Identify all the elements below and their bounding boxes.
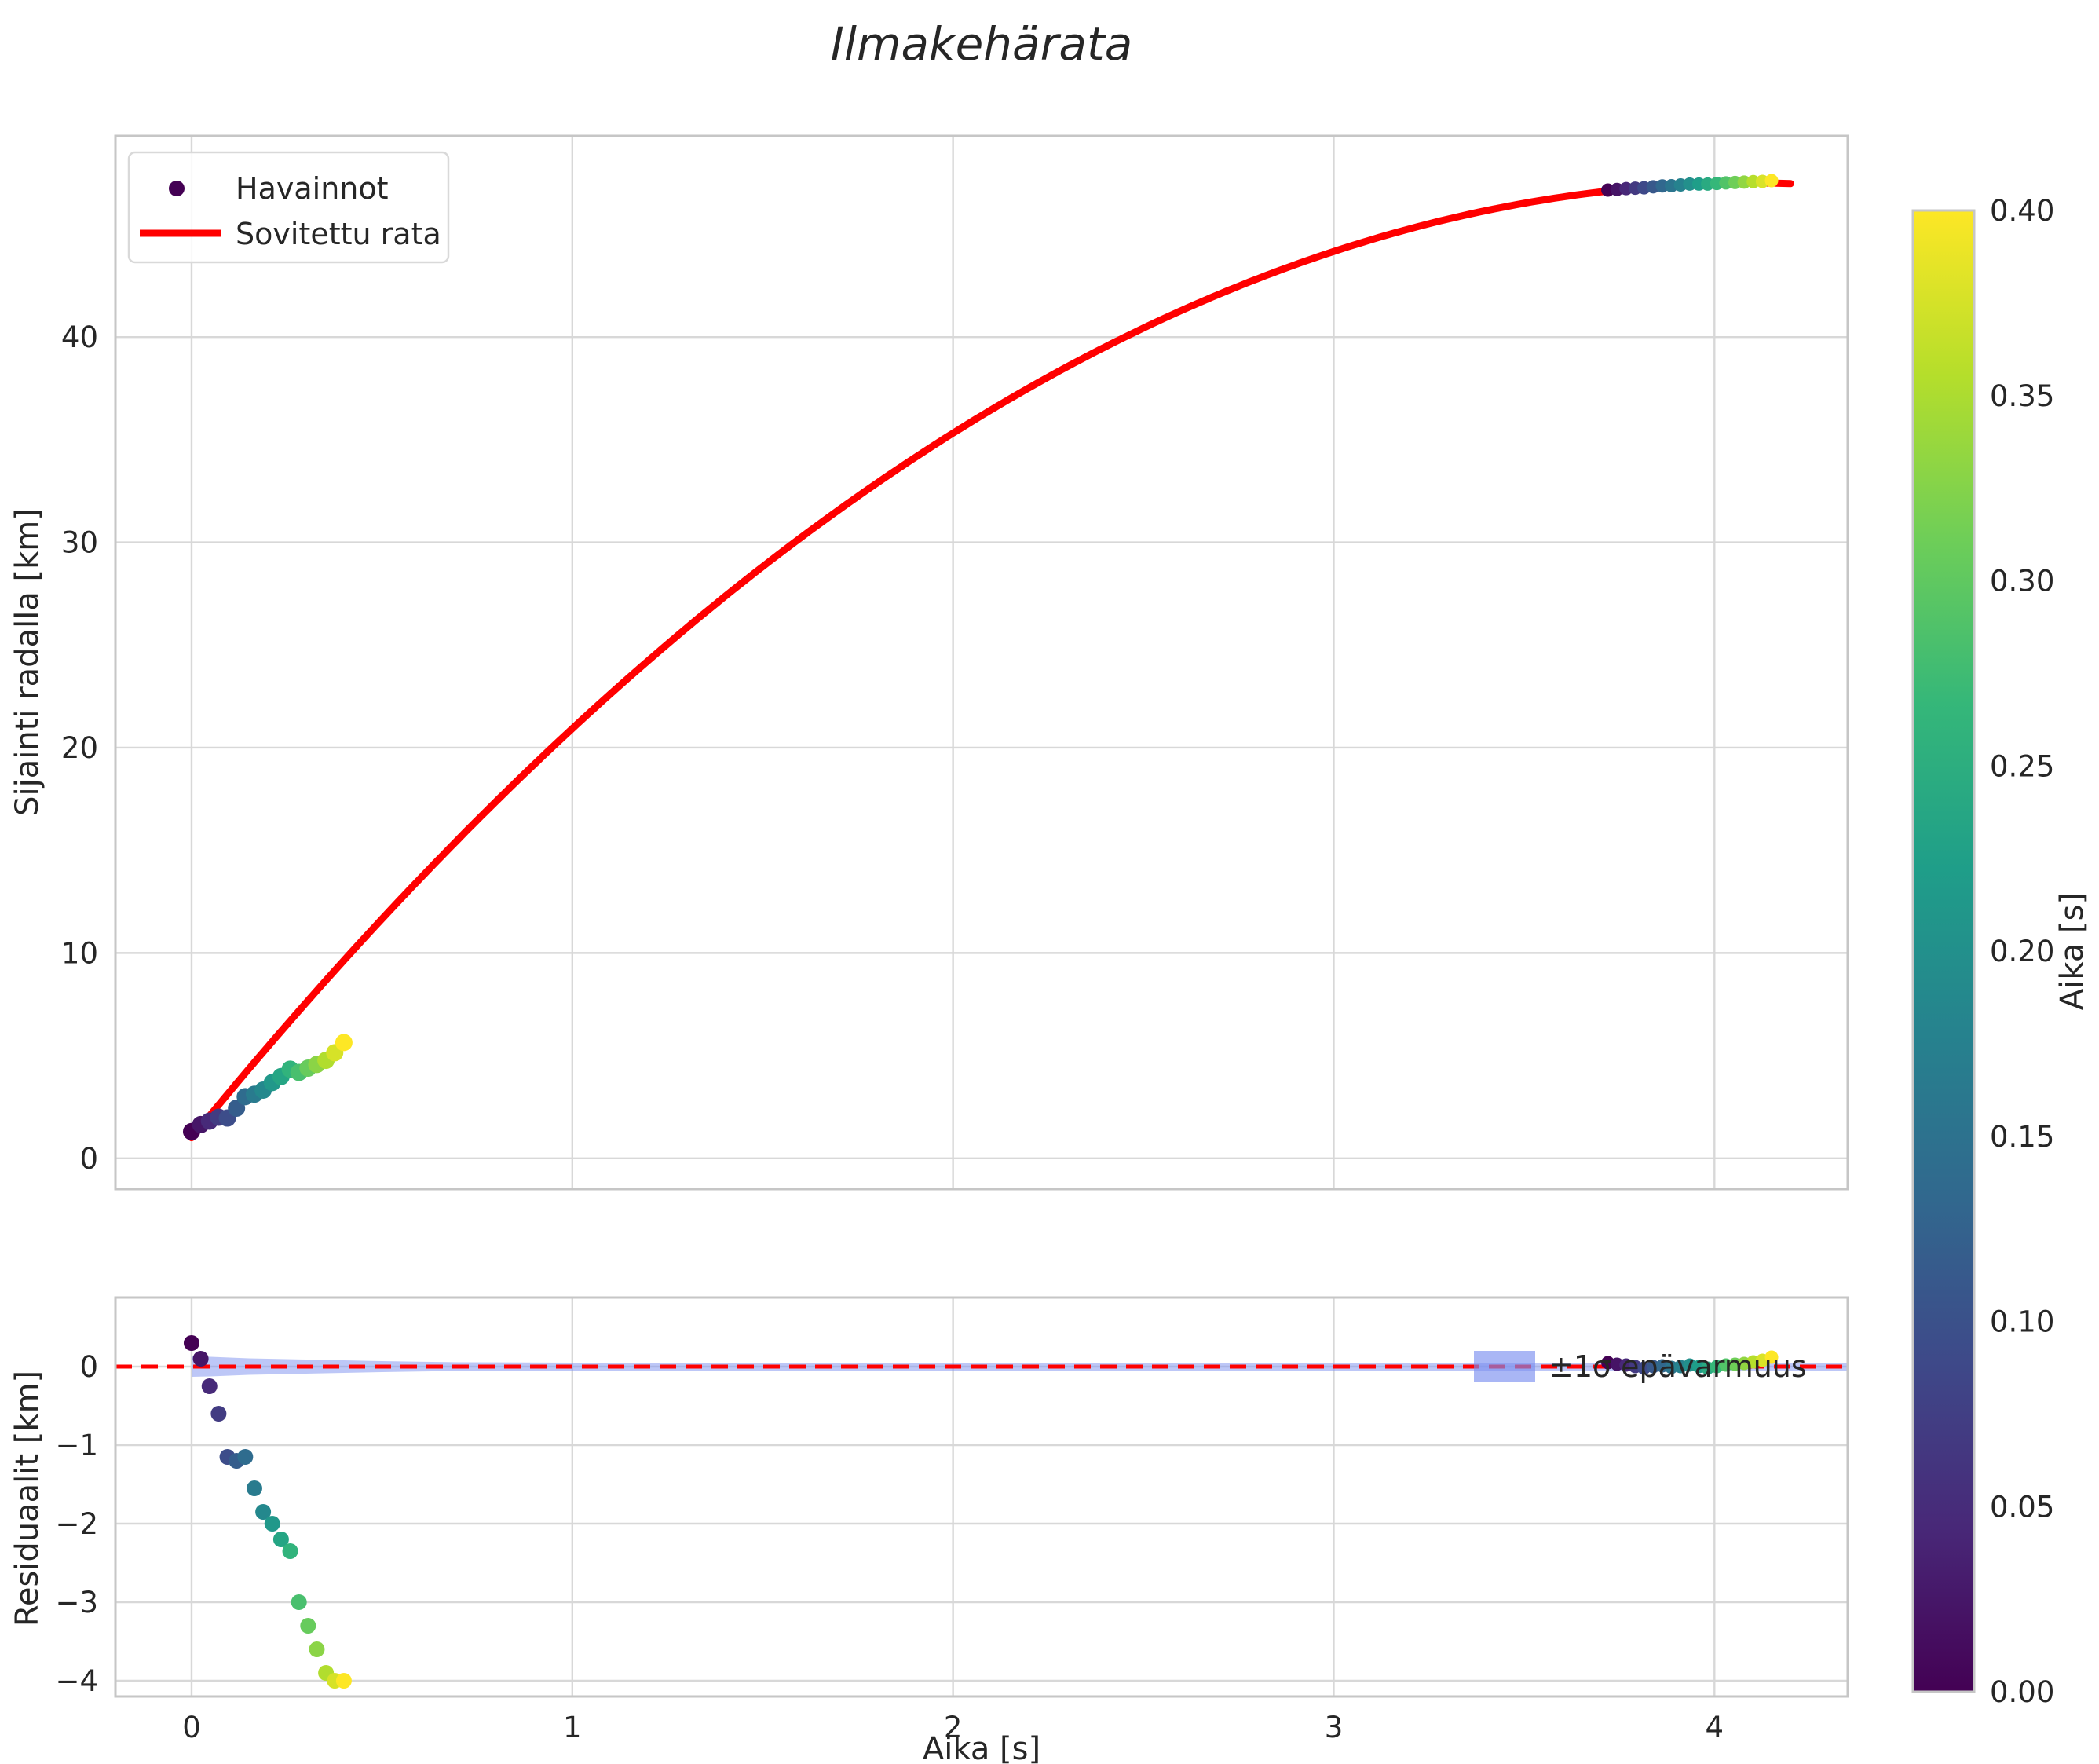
svg-text:0.20: 0.20 <box>1990 935 2054 968</box>
svg-text:20: 20 <box>61 731 98 765</box>
residual-point <box>272 1532 289 1547</box>
residual-point <box>264 1516 280 1532</box>
svg-text:0: 0 <box>182 1711 201 1744</box>
residual-point <box>201 1378 218 1394</box>
uncertainty-band <box>191 1356 1848 1377</box>
svg-text:30: 30 <box>61 526 98 560</box>
residual-point <box>210 1406 227 1422</box>
residual-point <box>1764 1350 1779 1364</box>
band-legend-swatch <box>1474 1351 1535 1382</box>
top-y-axis-label: Sijainti radalla [km] <box>9 508 46 816</box>
svg-text:0.15: 0.15 <box>1990 1120 2054 1154</box>
svg-text:−4: −4 <box>55 1664 98 1698</box>
residual-point <box>282 1543 298 1559</box>
colorbar-tick-labels: 0.00 0.05 0.10 0.15 0.20 0.25 0.30 0.35 0.40 <box>1990 194 2054 1709</box>
residual-point <box>335 1673 352 1689</box>
bottom-plot-frame <box>114 1296 1849 1698</box>
svg-text:2: 2 <box>944 1711 963 1744</box>
residual-point <box>183 1335 199 1351</box>
top-plot-frame <box>114 134 1849 1191</box>
svg-text:−3: −3 <box>55 1586 98 1619</box>
chart-title: Ilmakehärata <box>831 17 1133 71</box>
legend-fit-label: Sovitettu rata <box>236 217 441 251</box>
svg-text:0: 0 <box>79 1142 98 1176</box>
svg-text:0.35: 0.35 <box>1990 379 2054 413</box>
residual-point <box>309 1641 325 1657</box>
svg-text:4: 4 <box>1706 1711 1724 1744</box>
svg-text:0.10: 0.10 <box>1990 1305 2054 1339</box>
x-tick-labels: 0 1 2 3 4 <box>182 1711 1724 1744</box>
svg-text:1: 1 <box>563 1711 582 1744</box>
svg-text:−2: −2 <box>55 1507 98 1541</box>
colorbar-gradient <box>1913 210 1974 1692</box>
svg-text:3: 3 <box>1325 1711 1344 1744</box>
svg-text:40: 40 <box>61 320 98 354</box>
residual-point <box>291 1594 307 1610</box>
svg-text:0.30: 0.30 <box>1990 565 2054 598</box>
svg-text:10: 10 <box>61 936 98 970</box>
svg-text:0.25: 0.25 <box>1990 749 2054 783</box>
top-plot-gridlines <box>115 136 1848 1189</box>
residual-point <box>300 1618 316 1634</box>
svg-text:0: 0 <box>79 1350 98 1384</box>
residual-points <box>183 1335 1779 1689</box>
residual-point <box>255 1504 272 1520</box>
legend-observations-marker <box>169 181 185 196</box>
residual-point <box>246 1480 262 1496</box>
x-axis-label: Aika [s] <box>923 1731 1040 1764</box>
svg-text:−1: −1 <box>55 1429 98 1462</box>
bottom-y-axis-label: Residuaalit [km] <box>9 1371 46 1627</box>
legend-observations-label: Havainnot <box>236 171 389 206</box>
top-plot-ytick-labels: 0 10 20 30 40 <box>61 320 98 1176</box>
fitted-trajectory-line <box>188 179 1794 1142</box>
observation-points <box>182 174 1779 1140</box>
observation-point <box>1764 174 1779 188</box>
observation-point <box>1683 177 1697 191</box>
observation-point <box>335 1034 353 1052</box>
svg-text:0.40: 0.40 <box>1990 194 2054 228</box>
residual-point <box>192 1351 209 1367</box>
svg-text:0.00: 0.00 <box>1990 1675 2054 1709</box>
colorbar-label: Aika [s] <box>2054 892 2090 1010</box>
svg-text:0.05: 0.05 <box>1990 1490 2054 1524</box>
band-legend-label: ±1σ epävarmuus <box>1549 1349 1807 1384</box>
residual-point <box>237 1449 254 1465</box>
colorbar-frame <box>1911 209 1976 1693</box>
bottom-plot-ytick-labels: 0 −1 −2 −3 −4 <box>55 1350 98 1698</box>
